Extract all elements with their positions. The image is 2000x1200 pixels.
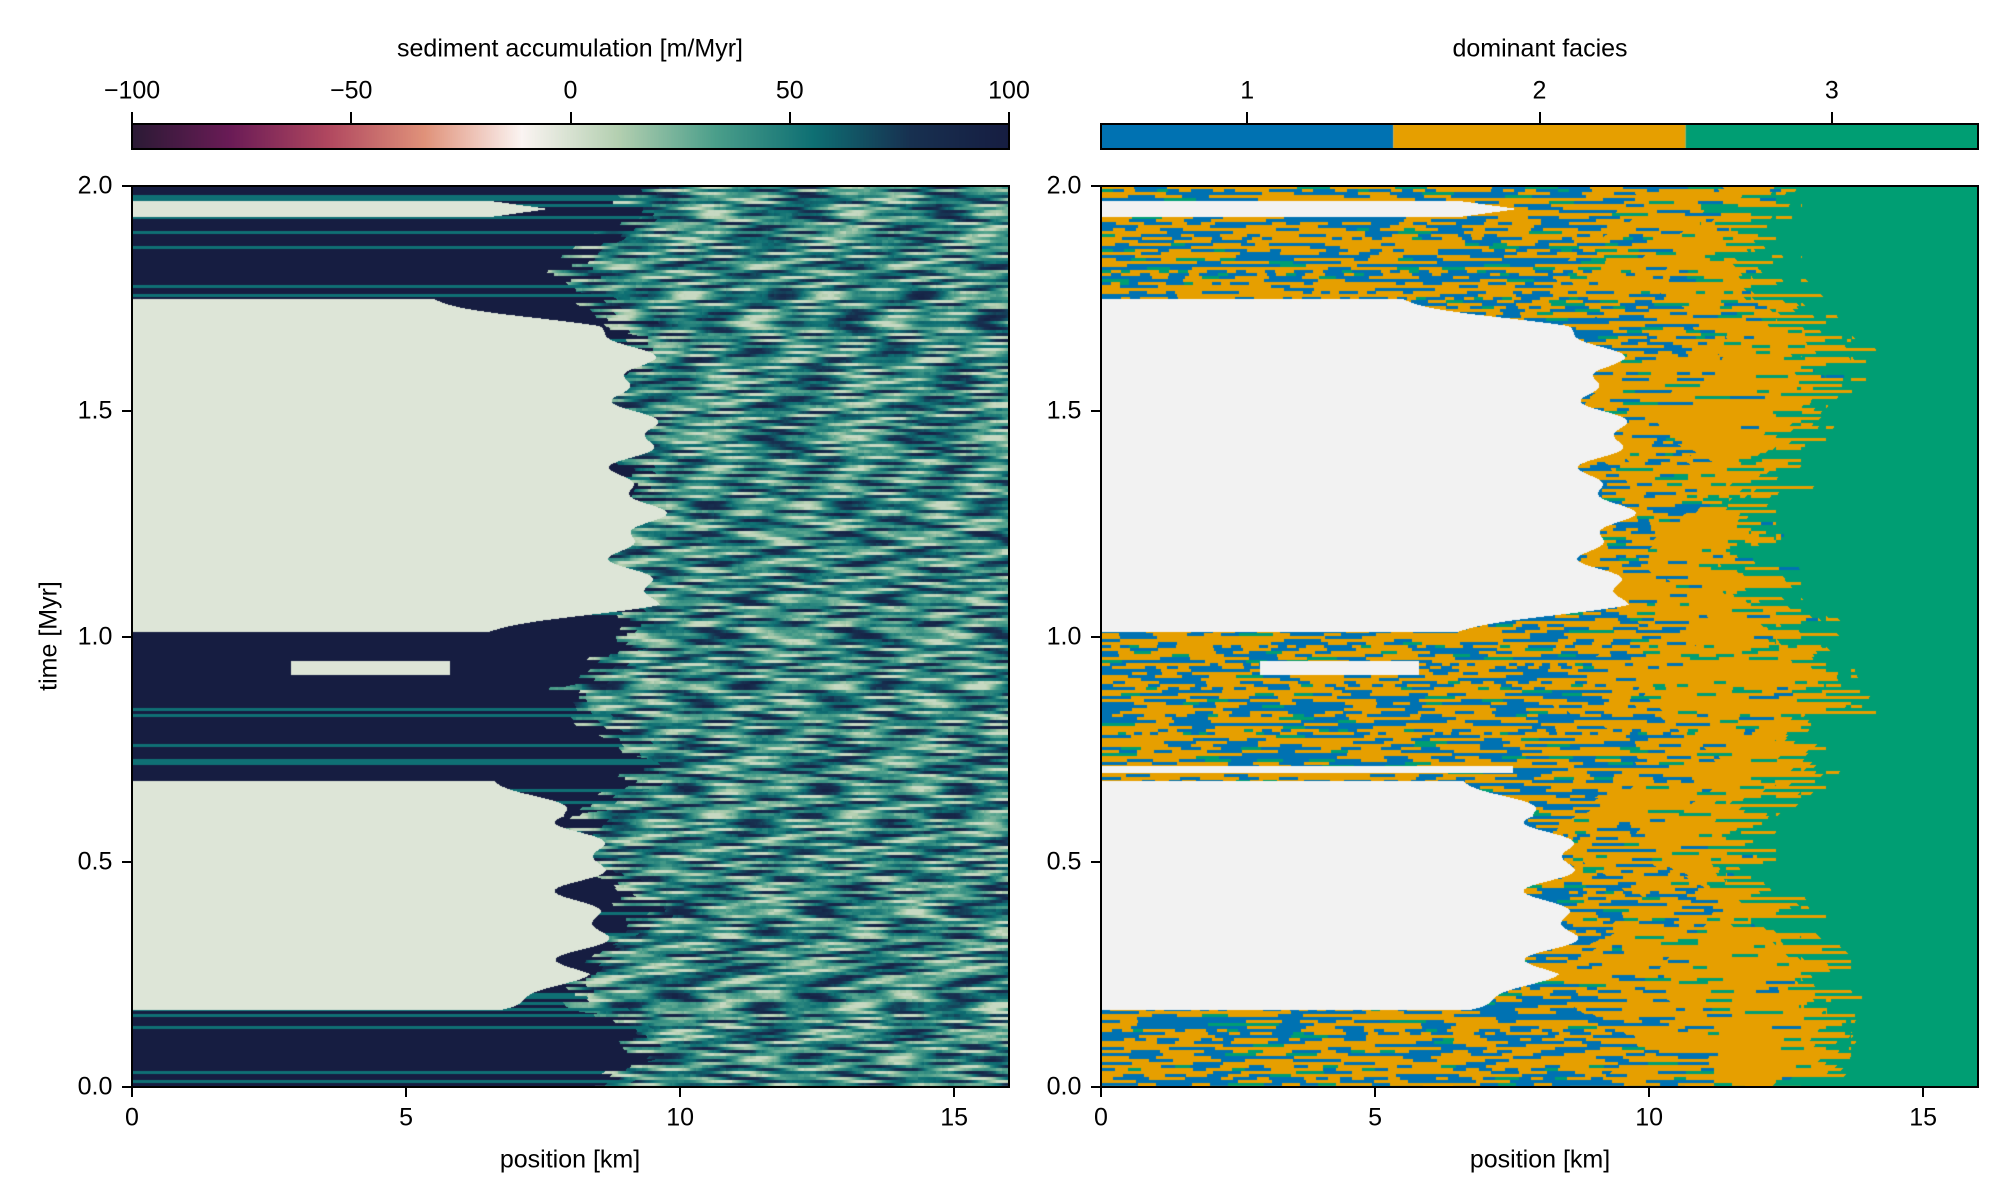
x-tick bbox=[405, 1087, 408, 1097]
y-tick-label: 1.0 bbox=[1046, 622, 1082, 650]
x-tick-label: 10 bbox=[1635, 1103, 1664, 1132]
y-tick-label: 0.5 bbox=[1046, 847, 1082, 876]
y-tick-label: 2.0 bbox=[77, 171, 113, 200]
x-tick bbox=[953, 1087, 956, 1097]
sediment-accumulation-heatmap bbox=[132, 186, 1009, 1087]
left-colorbar bbox=[132, 124, 1009, 149]
colorbar-tick bbox=[788, 112, 791, 124]
left-xlabel: position [km] bbox=[499, 1145, 641, 1174]
right-xlabel: position [km] bbox=[1469, 1145, 1611, 1174]
x-tick-label: 5 bbox=[1368, 1103, 1383, 1132]
colorbar-tick bbox=[569, 112, 572, 124]
colorbar-tick bbox=[1830, 112, 1833, 124]
y-tick bbox=[122, 635, 132, 638]
right-colorbar bbox=[1101, 124, 1978, 149]
y-tick-label: 0.0 bbox=[1046, 1072, 1082, 1101]
y-tick bbox=[1091, 185, 1101, 187]
x-tick bbox=[131, 1087, 133, 1097]
colorbar-tick-label: 3 bbox=[1824, 76, 1839, 105]
x-tick-label: 0 bbox=[1094, 1103, 1108, 1132]
colorbar-tick-label: 2 bbox=[1532, 76, 1547, 105]
colorbar-tick bbox=[1008, 112, 1010, 124]
y-tick-label: 1.5 bbox=[1046, 396, 1082, 425]
colorbar-tick-label: −100 bbox=[103, 76, 161, 105]
y-tick bbox=[122, 410, 132, 413]
y-tick bbox=[1091, 635, 1101, 638]
ylabel: time [Myr] bbox=[34, 581, 63, 691]
x-tick-label: 0 bbox=[125, 1103, 139, 1132]
colorbar-tick-label: 0 bbox=[563, 76, 578, 105]
y-tick bbox=[1091, 1086, 1101, 1088]
colorbar-tick-label: 1 bbox=[1240, 76, 1255, 105]
y-tick bbox=[1091, 410, 1101, 413]
y-tick-label: 1.5 bbox=[77, 396, 113, 425]
y-tick bbox=[122, 860, 132, 863]
colorbar-tick bbox=[350, 112, 353, 124]
y-tick-label: 2.0 bbox=[1046, 171, 1082, 200]
colorbar-tick bbox=[1538, 112, 1541, 124]
x-tick bbox=[1100, 1087, 1102, 1097]
colorbar-tick-label: 100 bbox=[988, 76, 1030, 105]
x-tick bbox=[1374, 1087, 1377, 1097]
y-tick-label: 0.5 bbox=[77, 847, 113, 876]
x-tick bbox=[1922, 1087, 1925, 1097]
colorbar-tick bbox=[1246, 112, 1249, 124]
y-tick bbox=[122, 185, 132, 187]
x-tick-label: 5 bbox=[399, 1103, 414, 1132]
x-tick bbox=[679, 1087, 682, 1097]
dominant-facies-heatmap bbox=[1101, 186, 1978, 1087]
x-tick-label: 10 bbox=[666, 1103, 695, 1132]
x-tick-label: 15 bbox=[940, 1103, 969, 1132]
y-tick-label: 0.0 bbox=[77, 1072, 113, 1101]
right-colorbar-label: dominant facies bbox=[1452, 34, 1628, 63]
x-tick bbox=[1648, 1087, 1651, 1097]
y-tick bbox=[122, 1086, 132, 1088]
y-tick-label: 1.0 bbox=[77, 622, 113, 650]
colorbar-tick-label: −50 bbox=[330, 76, 373, 105]
x-tick-label: 15 bbox=[1909, 1103, 1938, 1132]
left-colorbar-label: sediment accumulation [m/Myr] bbox=[397, 34, 743, 63]
colorbar-tick-label: 50 bbox=[775, 76, 804, 105]
colorbar-tick bbox=[131, 112, 133, 124]
y-tick bbox=[1091, 860, 1101, 863]
